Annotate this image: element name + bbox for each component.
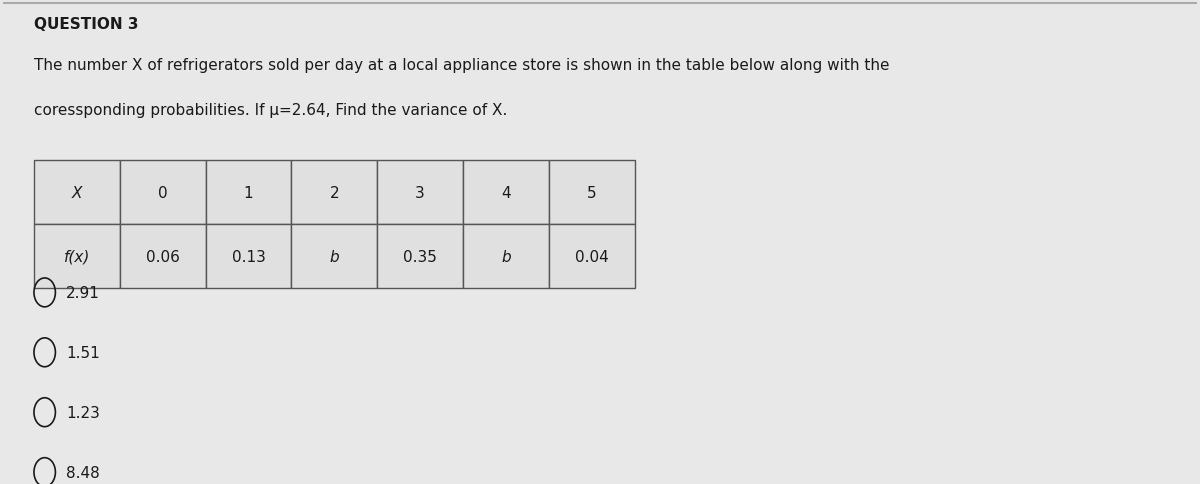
Bar bbox=[377, 161, 463, 225]
Text: 2: 2 bbox=[330, 185, 340, 200]
Bar bbox=[34, 161, 120, 225]
Text: 0.04: 0.04 bbox=[575, 249, 608, 264]
Text: 2.91: 2.91 bbox=[66, 285, 100, 300]
Bar bbox=[205, 161, 292, 225]
Text: QUESTION 3: QUESTION 3 bbox=[34, 16, 138, 31]
Text: 5: 5 bbox=[587, 185, 596, 200]
Bar bbox=[205, 225, 292, 288]
Text: 0.06: 0.06 bbox=[145, 249, 180, 264]
Text: X: X bbox=[72, 185, 82, 200]
Text: 0.13: 0.13 bbox=[232, 249, 265, 264]
Text: coressponding probabilities. If μ=2.64, Find the variance of X.: coressponding probabilities. If μ=2.64, … bbox=[34, 103, 508, 118]
Text: 0: 0 bbox=[158, 185, 168, 200]
Text: 4: 4 bbox=[502, 185, 511, 200]
Bar bbox=[292, 161, 377, 225]
Text: 1.23: 1.23 bbox=[66, 405, 100, 420]
Bar bbox=[548, 161, 635, 225]
Text: b: b bbox=[502, 249, 511, 264]
Text: 1.51: 1.51 bbox=[66, 345, 100, 360]
Text: The number X of refrigerators sold per day at a local appliance store is shown i: The number X of refrigerators sold per d… bbox=[34, 58, 889, 73]
Text: 3: 3 bbox=[415, 185, 425, 200]
Text: 1: 1 bbox=[244, 185, 253, 200]
Bar bbox=[463, 161, 548, 225]
Text: b: b bbox=[330, 249, 340, 264]
Text: 0.35: 0.35 bbox=[403, 249, 437, 264]
Bar bbox=[548, 225, 635, 288]
Text: f(x): f(x) bbox=[64, 249, 90, 264]
Bar bbox=[120, 225, 205, 288]
Bar bbox=[292, 225, 377, 288]
Text: 8.48: 8.48 bbox=[66, 465, 100, 480]
Bar bbox=[463, 225, 548, 288]
Bar bbox=[120, 161, 205, 225]
Bar bbox=[34, 225, 120, 288]
Bar bbox=[377, 225, 463, 288]
